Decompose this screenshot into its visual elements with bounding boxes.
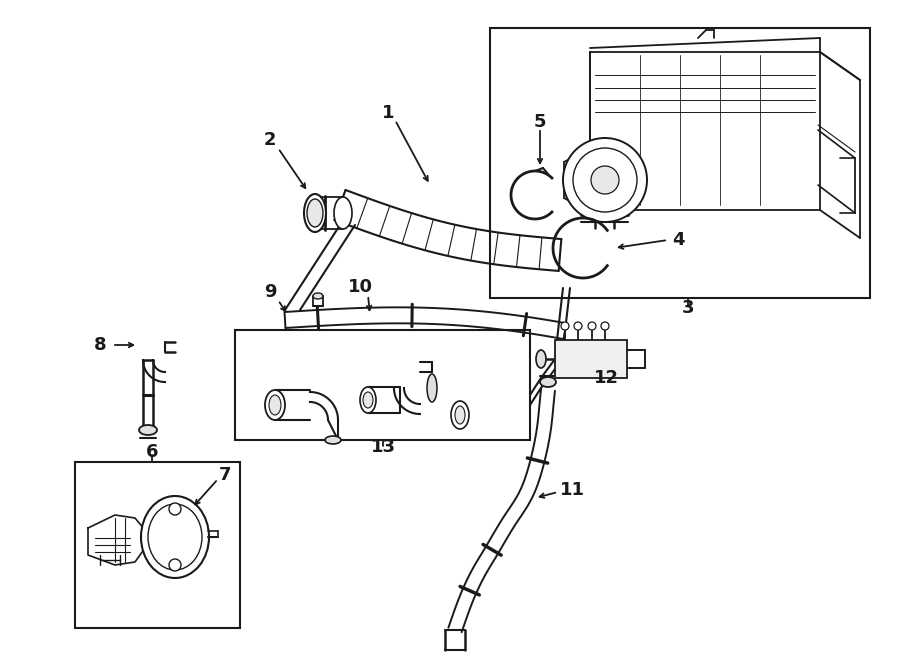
Ellipse shape xyxy=(363,392,373,408)
Text: 6: 6 xyxy=(146,443,158,461)
Bar xyxy=(555,340,627,378)
Circle shape xyxy=(561,322,569,330)
Text: 5: 5 xyxy=(534,113,546,131)
Ellipse shape xyxy=(265,390,285,420)
Text: 12: 12 xyxy=(593,369,618,387)
Ellipse shape xyxy=(536,350,546,368)
Circle shape xyxy=(574,322,582,330)
Ellipse shape xyxy=(334,197,352,229)
Circle shape xyxy=(601,322,609,330)
Ellipse shape xyxy=(325,436,341,444)
Ellipse shape xyxy=(269,395,281,415)
Circle shape xyxy=(588,322,596,330)
Text: 4: 4 xyxy=(671,231,684,249)
Ellipse shape xyxy=(427,374,437,402)
Text: 13: 13 xyxy=(371,438,395,456)
Ellipse shape xyxy=(304,194,326,232)
Ellipse shape xyxy=(148,504,202,570)
Ellipse shape xyxy=(313,293,323,299)
Ellipse shape xyxy=(451,401,469,429)
Ellipse shape xyxy=(455,406,465,424)
Ellipse shape xyxy=(307,199,323,227)
Text: 10: 10 xyxy=(347,278,373,296)
Ellipse shape xyxy=(540,377,556,387)
Circle shape xyxy=(563,138,647,222)
Text: 7: 7 xyxy=(219,466,231,484)
Circle shape xyxy=(169,503,181,515)
Circle shape xyxy=(169,559,181,571)
Text: 9: 9 xyxy=(264,283,276,301)
Bar xyxy=(235,330,530,440)
Circle shape xyxy=(591,166,619,194)
Text: 3: 3 xyxy=(682,299,694,317)
Text: 11: 11 xyxy=(560,481,584,499)
Circle shape xyxy=(573,148,637,212)
Bar xyxy=(490,28,870,298)
Bar xyxy=(75,462,240,628)
Ellipse shape xyxy=(360,387,376,413)
Ellipse shape xyxy=(139,425,157,435)
Text: 8: 8 xyxy=(94,336,106,354)
Text: 2: 2 xyxy=(264,131,276,149)
Ellipse shape xyxy=(141,496,209,578)
Text: 1: 1 xyxy=(382,104,394,122)
